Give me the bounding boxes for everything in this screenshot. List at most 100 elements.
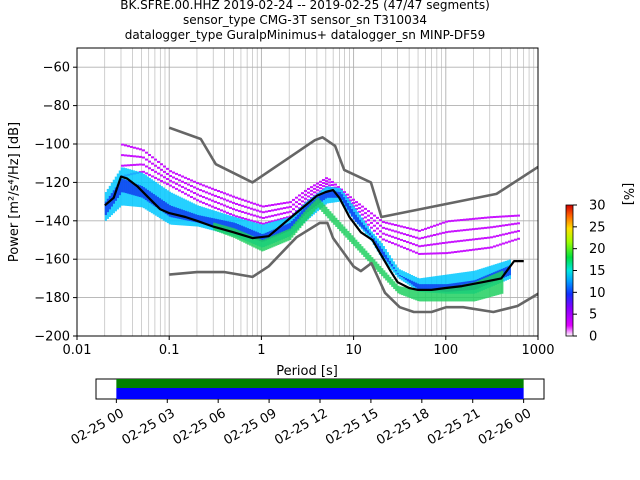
- density-cell: [222, 220, 225, 230]
- density-cell: [248, 228, 251, 238]
- density-cell: [186, 211, 189, 221]
- scatter-cell: [423, 252, 427, 255]
- scatter-cell: [423, 236, 427, 239]
- scatter-cell: [216, 208, 220, 211]
- scatter-cell: [300, 196, 304, 199]
- scatter-cell: [444, 231, 448, 234]
- scatter-cell: [465, 239, 469, 242]
- density-cell: [394, 270, 397, 272]
- scatter-cell: [261, 211, 265, 214]
- scatter-cell: [471, 248, 475, 251]
- scatter-cell: [492, 235, 496, 238]
- density-cell: [315, 199, 318, 210]
- scatter-cell: [447, 220, 451, 223]
- scatter-cell: [480, 227, 484, 230]
- scatter-cell: [195, 199, 199, 202]
- scatter-cell: [516, 237, 520, 240]
- density-cell: [212, 218, 215, 227]
- scatter-cell: [255, 221, 259, 224]
- colorbar-tick-label: 25: [589, 220, 606, 235]
- scatter-cell: [318, 180, 322, 183]
- scatter-cell: [369, 212, 373, 215]
- scatter-cell: [297, 198, 301, 201]
- scatter-cell: [156, 178, 160, 181]
- noise-model-low-line: [169, 221, 538, 314]
- scatter-cell: [213, 200, 217, 203]
- scatter-cell: [267, 210, 271, 213]
- density-cell: [300, 210, 303, 219]
- scatter-cell: [486, 246, 490, 249]
- scatter-cell: [246, 200, 250, 203]
- scatter-cell: [348, 199, 352, 202]
- scatter-cell: [351, 198, 355, 201]
- scatter-cell: [201, 190, 205, 193]
- x-tick-label: 0.1: [159, 343, 180, 358]
- scatter-cell: [417, 229, 421, 232]
- density-cell: [384, 254, 387, 260]
- scatter-cell: [273, 203, 277, 206]
- scatter-cell: [366, 223, 370, 226]
- scatter-cell: [138, 163, 142, 166]
- scatter-cell: [255, 209, 259, 212]
- scatter-cell: [405, 241, 409, 244]
- density-cell: [118, 181, 121, 196]
- timeline-tick-label: 02-25 03: [120, 406, 178, 448]
- scatter-cell: [231, 201, 235, 204]
- density-cell: [445, 288, 448, 302]
- density-cell: [426, 284, 429, 291]
- density-cell: [501, 270, 504, 294]
- density-cell: [403, 287, 406, 296]
- scatter-cell: [366, 219, 370, 222]
- median-line: [104, 175, 524, 291]
- scatter-cell: [147, 167, 151, 170]
- scatter-cell: [420, 236, 424, 239]
- density-cell: [305, 209, 308, 222]
- scatter-cell: [168, 174, 172, 177]
- scatter-cell: [453, 251, 457, 254]
- scatter-cell: [123, 154, 127, 157]
- scatter-cell: [432, 243, 436, 246]
- scatter-cell: [147, 153, 151, 156]
- density-cell: [276, 227, 279, 236]
- density-cell: [180, 209, 183, 220]
- plot-frame: [76, 47, 539, 337]
- density-cell: [286, 223, 289, 232]
- density-cell: [355, 239, 358, 249]
- scatter-cell: [363, 220, 367, 223]
- scatter-cell: [201, 201, 205, 204]
- scatter-cell: [408, 249, 412, 252]
- scatter-cell: [366, 214, 370, 217]
- scatter-cell: [489, 246, 493, 249]
- scatter-cell: [300, 204, 304, 207]
- density-cell: [328, 190, 331, 198]
- density-cell: [154, 195, 157, 207]
- scatter-cell: [126, 154, 130, 157]
- scatter-cell: [456, 229, 460, 232]
- scatter-cell: [276, 208, 280, 211]
- scatter-cell: [285, 201, 289, 204]
- scatter-cell: [174, 182, 178, 185]
- colorbar-tick-label: 20: [589, 242, 606, 257]
- density-cell: [320, 193, 323, 202]
- density-cell: [375, 261, 378, 270]
- density-cell: [274, 228, 277, 237]
- title-line-3: datalogger_type GuralpMinimus+ datalogge…: [124, 28, 486, 42]
- density-cell: [108, 195, 111, 210]
- scatter-cell: [237, 197, 241, 200]
- scatter-cell: [255, 215, 259, 218]
- scatter-cell: [153, 164, 157, 167]
- scatter-cell: [513, 230, 517, 233]
- scatter-cell: [225, 205, 229, 208]
- density-cell: [202, 216, 205, 225]
- scatter-cell: [162, 176, 166, 179]
- scatter-cell: [150, 175, 154, 178]
- scatter-cell: [429, 252, 433, 255]
- colorbar-tick-label: 10: [589, 286, 606, 301]
- scatter-cell: [351, 202, 355, 205]
- scatter-cell: [183, 176, 187, 179]
- density-cell: [204, 216, 207, 225]
- timeline-bars: [116, 379, 524, 399]
- scatter-cell: [150, 156, 154, 159]
- scatter-cell: [168, 184, 172, 187]
